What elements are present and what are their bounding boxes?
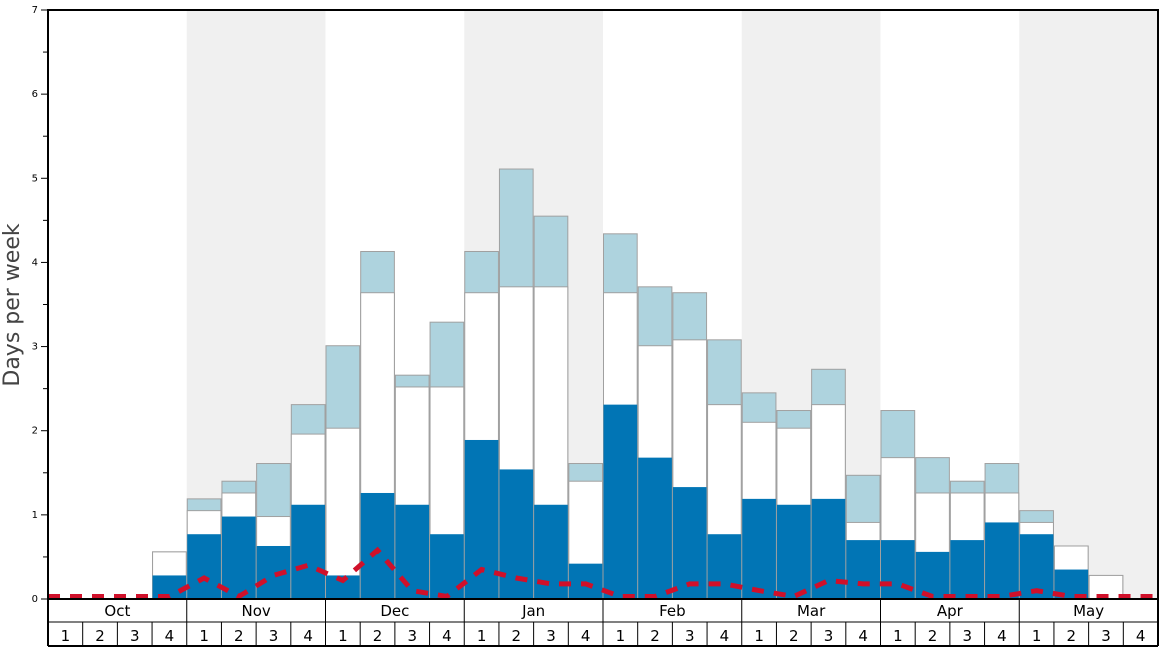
bar-dark xyxy=(326,575,360,599)
week-label: 4 xyxy=(165,627,175,645)
week-label: 2 xyxy=(234,627,244,645)
week-label: 1 xyxy=(477,627,487,645)
week-label: 2 xyxy=(789,627,799,645)
week-label: 1 xyxy=(199,627,209,645)
week-label: 4 xyxy=(1136,627,1146,645)
week-label: 2 xyxy=(928,627,938,645)
bar-dark xyxy=(152,575,187,599)
bars-layer xyxy=(152,168,1124,600)
week-label: 4 xyxy=(720,627,730,645)
bar-dark xyxy=(742,498,776,599)
week-label: 2 xyxy=(373,627,383,645)
y-tick-label: 5 xyxy=(32,173,38,184)
bar-dark xyxy=(672,487,707,599)
bar-dark xyxy=(846,540,880,599)
y-tick-label: 3 xyxy=(32,342,38,353)
week-label: 3 xyxy=(546,627,556,645)
bar-dark xyxy=(395,504,430,599)
bar-dark xyxy=(985,522,1019,599)
week-label: 2 xyxy=(512,627,522,645)
week-label: 1 xyxy=(754,627,764,645)
week-label: 3 xyxy=(130,627,140,645)
week-label: 1 xyxy=(338,627,348,645)
bar-dark xyxy=(464,439,499,599)
month-label: Feb xyxy=(659,602,686,620)
series-line xyxy=(48,546,1158,600)
bar-dark xyxy=(707,534,742,599)
bar-dark xyxy=(187,534,221,599)
week-label: 3 xyxy=(685,627,695,645)
week-label: 3 xyxy=(824,627,834,645)
week-label: 4 xyxy=(581,627,591,645)
bar-dark xyxy=(221,516,256,599)
bar-dark xyxy=(568,563,603,599)
week-label: 1 xyxy=(616,627,626,645)
week-label: 4 xyxy=(442,627,452,645)
y-tick-label: 0 xyxy=(32,594,38,605)
month-label: Oct xyxy=(104,602,130,620)
month-label: Nov xyxy=(241,602,270,620)
line-layer xyxy=(48,546,1158,600)
bar-dark xyxy=(915,551,950,599)
y-tick-label: 4 xyxy=(32,257,38,268)
week-label: 3 xyxy=(269,627,279,645)
week-label: 4 xyxy=(997,627,1007,645)
bar-middle xyxy=(325,427,361,600)
month-label: Apr xyxy=(937,602,964,620)
y-axis: 0 1 2 3 4 5 6 7 xyxy=(32,5,48,605)
bar-dark xyxy=(603,404,638,599)
bar-dark xyxy=(291,504,325,599)
month-band xyxy=(1019,10,1158,599)
y-tick-label: 2 xyxy=(32,426,38,437)
y-tick-label: 7 xyxy=(32,5,38,16)
month-label: Dec xyxy=(380,602,409,620)
week-label: 4 xyxy=(858,627,868,645)
week-label: 4 xyxy=(303,627,313,645)
week-label: 1 xyxy=(893,627,903,645)
week-label: 2 xyxy=(650,627,660,645)
week-label: 3 xyxy=(962,627,972,645)
bar-dark xyxy=(950,540,985,599)
week-label: 2 xyxy=(95,627,105,645)
week-label: 3 xyxy=(407,627,417,645)
bar-dark xyxy=(638,457,672,599)
week-label: 1 xyxy=(61,627,71,645)
y-tick-label: 1 xyxy=(32,510,38,521)
week-label: 1 xyxy=(1032,627,1042,645)
x-axis: Oct 1 2 3 4 Nov 1 2 3 4 Dec 1 2 3 4 Jan 1 2 3 4 Feb 1 2 3 4 Mar 1 2… xyxy=(47,599,1159,647)
bar-dark xyxy=(360,492,395,599)
month-label: Jan xyxy=(521,602,545,620)
y-tick-label: 6 xyxy=(32,89,38,100)
month-label: May xyxy=(1073,602,1104,620)
week-label: 3 xyxy=(1101,627,1111,645)
month-label: Mar xyxy=(797,602,826,620)
bar-dark xyxy=(776,504,811,599)
y-axis-label: Days per week xyxy=(0,223,25,386)
week-label: 2 xyxy=(1067,627,1077,645)
